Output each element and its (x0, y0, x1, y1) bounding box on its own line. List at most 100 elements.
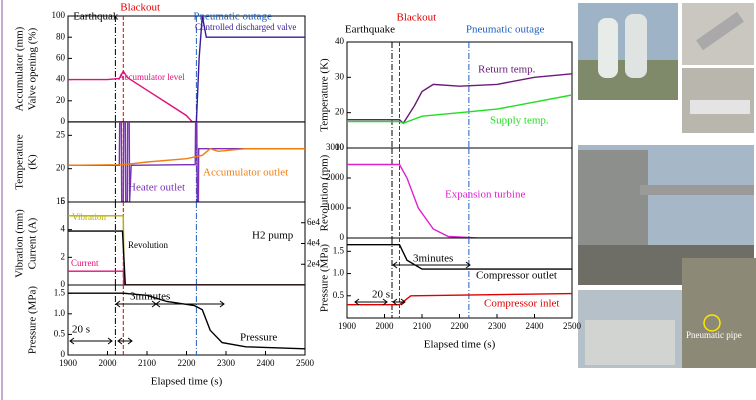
panel: 15 20 25 Temperature (K) Heater outlet Accumul… (14, 121, 306, 206)
y-tick-label: 4 (61, 224, 66, 234)
y-tick-label: 1.0 (54, 308, 66, 318)
panel: 0 2 4 6 2e4 4e4 6e4 Vibration (mm) Current (A) Vi… (14, 196, 321, 289)
y-tick-label: 1.5 (54, 287, 66, 297)
y-tick-label: 1000 (326, 202, 345, 212)
event-label: Earthquake (345, 24, 395, 36)
y2-tick-label: 2e4 (307, 258, 320, 268)
photo-pipe (640, 185, 754, 195)
y-tick-label: 20 (335, 107, 345, 117)
x-tick-label: 2300 (217, 358, 236, 368)
photo-unit (585, 320, 675, 365)
photos: Pneumatic pipe (578, 3, 756, 368)
series-label: Pressure (240, 332, 277, 344)
y-axis-label: Valve opening (%) (27, 27, 39, 110)
y-tick-label: 20 (56, 163, 66, 173)
y2-tick-label: 4e4 (307, 238, 320, 248)
panel: 0 0.5 1.0 1.5 1900 2000 2100 2200 2300 2400 2500 El… (27, 284, 315, 388)
photo-label: Pneumatic pipe (686, 330, 742, 340)
y-tick-label: 80 (56, 31, 66, 41)
y-tick-label: 10 (335, 142, 345, 152)
y-tick-label: 30 (335, 71, 345, 81)
x-tick-label: 2100 (413, 321, 432, 331)
x-tick-label: 2500 (563, 321, 582, 331)
series-label: Compressor inlet (484, 298, 559, 310)
series-line (347, 163, 572, 238)
y-axis-label: Pressure (MPa) (27, 286, 39, 354)
panel: 0 1000 2000 3000 Revolution (rpm) Expansion t… (319, 142, 573, 242)
photo-pipe (696, 11, 744, 51)
x-tick-label: 1900 (338, 321, 357, 331)
annotation: 20 s (372, 289, 390, 301)
series-label: Current (71, 258, 99, 268)
x-tick-label: 2300 (488, 321, 507, 331)
y-axis-label: Current (A) (27, 217, 39, 269)
series-label: Compressor outlet (476, 270, 557, 282)
series-line (68, 270, 305, 285)
x-tick-label: 2000 (376, 321, 395, 331)
series-line (347, 292, 572, 306)
x-tick-label: 2200 (451, 321, 470, 331)
series-label: Revolution (128, 240, 168, 250)
x-axis-label: Elapsed time (s) (151, 376, 223, 388)
y-tick-label: 0 (340, 232, 345, 242)
y-axis-label: Temperature (K) (319, 58, 331, 132)
y-tick-label: 40 (335, 36, 345, 46)
panel: 10 20 30 40 Temperature (K) EarthquakeBlackou… (319, 12, 573, 152)
y-tick-label: 40 (56, 74, 66, 84)
series-label: Vibration (72, 212, 106, 222)
series-line (347, 94, 572, 125)
series-label: Supply temp. (490, 115, 549, 127)
y-tick-label: 2000 (326, 172, 345, 182)
y-axis-label: Revolution (rpm) (319, 154, 331, 231)
y-tick-label: 2 (61, 251, 66, 261)
y-tick-label: 15 (56, 196, 66, 206)
series-line (68, 69, 305, 122)
x-tick-label: 2200 (178, 358, 197, 368)
arrow (117, 337, 133, 345)
plot-frame (67, 284, 306, 356)
y-tick-label: 100 (52, 10, 66, 20)
event-label: Blackout (120, 2, 160, 14)
series-line (68, 230, 305, 285)
series-line (68, 122, 305, 202)
series-label: Expansion turbine (445, 189, 525, 201)
y-axis-label: Vibration (mm) (14, 209, 26, 278)
arrow (392, 261, 471, 269)
y-axis-label: Accumulator (mm) (14, 26, 26, 111)
photo (682, 258, 756, 368)
photo-tank (598, 18, 618, 78)
photo-tank (625, 14, 647, 78)
y-tick-label: 6 (61, 196, 66, 206)
series-label: Heater outlet (128, 182, 185, 194)
y-tick-label: 3000 (326, 142, 345, 152)
x-tick-label: 2100 (138, 358, 157, 368)
y-tick-label: 0.5 (54, 328, 66, 338)
plot-frame (67, 121, 306, 203)
arrow (354, 298, 388, 306)
y-axis-label: Pressure (MPa) (319, 244, 331, 312)
series-line (347, 244, 572, 270)
photo-pipe (690, 100, 750, 114)
series-line (347, 73, 572, 125)
x-tick-label: 2500 (296, 358, 315, 368)
annotation: 3minutes (130, 291, 170, 303)
series-label: Controlled discharged valve (195, 22, 296, 32)
highlight-circle (703, 314, 721, 332)
panel: 0.5 1.0 1.5 1900 2000 2100 2200 2300 2400 2500 Ela… (319, 237, 582, 351)
arrow (69, 337, 113, 345)
photo-building (578, 150, 648, 250)
panel: 0 20 40 60 80 100 Accumulator (mm) Valve openin… (14, 2, 306, 126)
event-label: Earthquak (73, 11, 119, 23)
y-tick-label: 60 (56, 52, 66, 62)
x-axis-label: Elapsed time (s) (424, 339, 496, 351)
annotation: 3minutes (413, 253, 453, 265)
y-tick-label: 1.0 (333, 268, 345, 278)
event-label: Pneumatic outage (193, 11, 272, 23)
y-tick-label: 20 (56, 95, 66, 105)
arrow (155, 300, 225, 308)
series-line (68, 16, 305, 122)
y-axis-label: (K) (27, 154, 39, 170)
plot-frame (346, 41, 573, 149)
y2-tick-label: 6e4 (307, 217, 320, 227)
